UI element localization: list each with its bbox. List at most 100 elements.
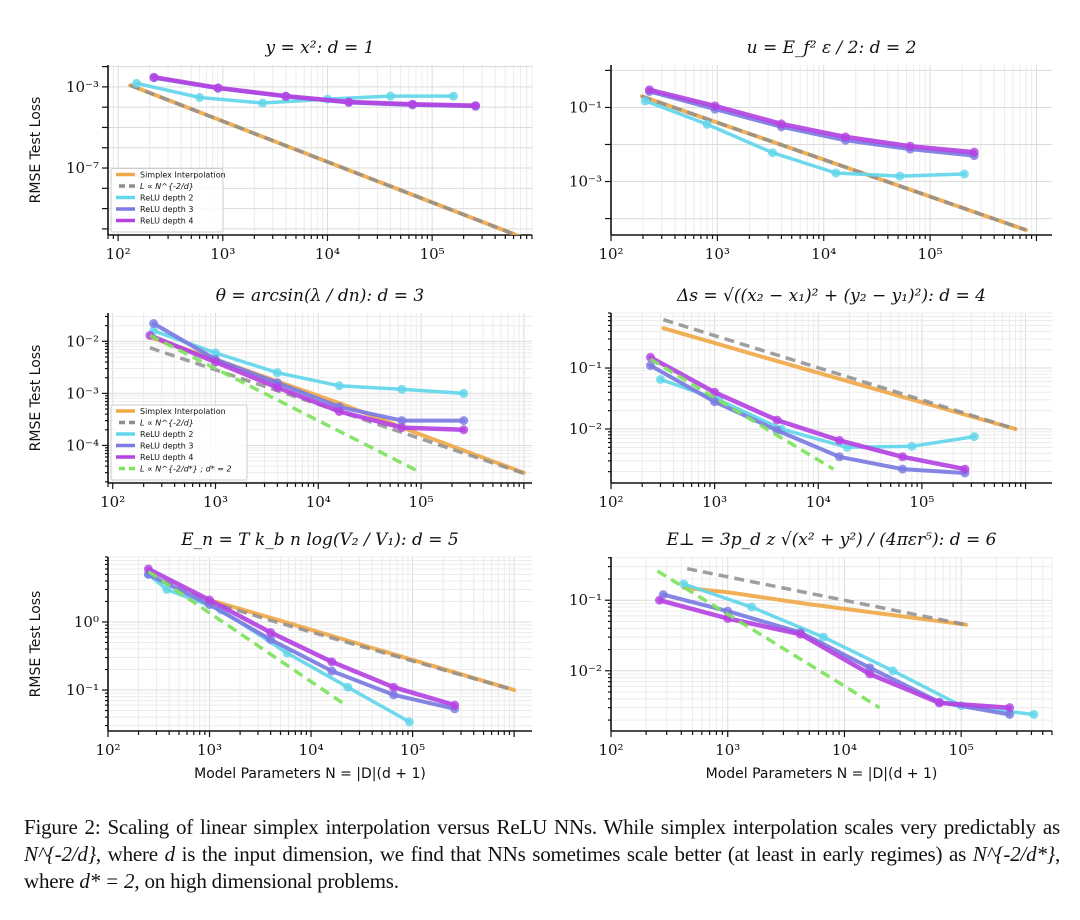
y-axis-label: RMSE Test Loss [28, 345, 44, 452]
series-line-powerlaw_dstar [149, 333, 422, 475]
series-group [654, 566, 1039, 719]
caption-math-1: N^{-2/d} [24, 842, 96, 866]
data-point-relu4 [408, 99, 418, 109]
data-point-relu4 [898, 452, 908, 462]
series-line-powerlaw_d [129, 83, 522, 235]
data-point-relu2 [448, 91, 458, 101]
data-point-relu4 [795, 629, 805, 639]
data-point-relu4 [205, 595, 215, 605]
panel-3: 10² 10³ 10⁴ 10⁵ 10⁻² 10⁻³ 10⁻⁴ θ = arcsin(λ / d… [28, 286, 532, 511]
panel-1: 10² 10³ 10⁴ 10⁵ 10⁻³ 10⁻⁷ y = x²: d = 1 RMSE Te… [28, 38, 533, 263]
data-point-relu2 [385, 91, 395, 101]
x-tick-label: 10³ [210, 245, 235, 263]
data-point-relu3 [149, 318, 159, 328]
data-point-relu2 [1029, 709, 1039, 719]
data-point-relu3 [389, 690, 399, 700]
data-point-relu4 [272, 382, 282, 392]
legend-label-relu4: ReLU depth 4 [140, 217, 194, 226]
legend-label-simplex: Simplex Interpolation [140, 407, 226, 416]
series-line-relu4 [648, 355, 968, 472]
x-tick-label: 10³ [715, 741, 740, 759]
series-line-powerlaw_d [641, 94, 1027, 232]
y-tick-label: 10⁻⁷ [66, 159, 99, 177]
series-line-relu2 [134, 81, 456, 105]
series-line-relu2 [151, 328, 466, 396]
x-tick-label: 10⁴ [299, 741, 324, 759]
legend-label-relu3: ReLU depth 3 [140, 205, 194, 214]
data-point-relu4 [266, 627, 276, 637]
x-tick-label: 10⁴ [315, 245, 340, 263]
data-point-relu2 [195, 92, 205, 102]
y-tick-label: 10⁻³ [569, 173, 602, 191]
data-point-relu4 [389, 682, 399, 692]
data-point-relu4 [960, 464, 970, 474]
series-line-simplex [207, 598, 517, 692]
x-tick-label: 10³ [197, 741, 222, 759]
x-axis-label: Model Parameters N = |D|(d + 1) [194, 766, 426, 782]
data-point-relu3 [1005, 709, 1015, 719]
x-tick-label: 10⁵ [409, 493, 434, 511]
data-point-relu2 [258, 98, 268, 108]
data-point-relu2 [397, 384, 407, 394]
data-point-relu3 [834, 452, 844, 462]
legend-label-powerlaw_d: L ∝ N^{-2/d} [140, 182, 194, 191]
y-tick-label: 10⁻³ [66, 384, 99, 402]
grid [610, 65, 1052, 235]
y-tick-label: 10⁻³ [66, 78, 99, 96]
caption-label: Figure 2: [24, 815, 101, 839]
series-line-powerlaw_d [662, 318, 1017, 431]
data-point-relu4 [905, 141, 915, 151]
data-point-relu2 [404, 717, 414, 727]
data-point-relu3 [397, 416, 407, 426]
y-tick-label: 10⁰ [74, 613, 99, 631]
series-line-relu4 [147, 333, 466, 433]
caption-text-1: Scaling of linear simplex interpolation … [107, 815, 1060, 839]
data-point-relu4 [327, 657, 337, 667]
legend-box [110, 404, 248, 481]
panel-title: y = x²: d = 1 [265, 38, 375, 58]
data-point-relu4 [471, 101, 481, 111]
x-tick-label: 10² [100, 493, 125, 511]
series-line-powerlaw_dstar [147, 570, 347, 707]
x-tick-label: 10⁵ [949, 741, 974, 759]
caption-math-2: d [164, 842, 176, 866]
data-point-relu4 [969, 147, 979, 157]
data-point-relu2 [272, 368, 282, 378]
series-line-relu3 [648, 363, 967, 475]
data-point-relu4 [644, 85, 654, 95]
x-tick-label: 10⁴ [306, 493, 331, 511]
series-group [143, 564, 517, 727]
data-point-relu3 [459, 416, 469, 426]
data-point-relu2 [768, 148, 778, 158]
data-point-relu4 [397, 423, 407, 433]
x-tick-label: 10² [598, 493, 623, 511]
legend-label-simplex: Simplex Interpolation [140, 171, 226, 180]
data-point-relu2 [132, 78, 142, 88]
data-point-relu4 [654, 595, 664, 605]
series-line-relu4 [151, 74, 478, 108]
data-point-relu2 [969, 432, 979, 442]
data-point-relu4 [1005, 703, 1015, 713]
data-point-relu4 [710, 101, 720, 111]
x-tick-label: 10² [598, 245, 623, 263]
figure-caption: Figure 2: Scaling of linear simplex inte… [24, 814, 1060, 895]
series-group [145, 318, 526, 476]
x-tick-label: 10² [106, 245, 131, 263]
x-tick-label: 10³ [203, 493, 228, 511]
series-line-simplex [661, 326, 1018, 431]
data-point-relu2 [679, 579, 689, 589]
series-line-powerlaw_dstar [656, 569, 881, 710]
x-tick-label: 10⁴ [806, 493, 831, 511]
legend: Simplex Interpolation L ∝ N^{-2/d} ReLU de… [110, 168, 226, 233]
data-point-relu3 [266, 635, 276, 645]
data-point-relu4 [334, 406, 344, 416]
series-line-relu3 [146, 572, 457, 711]
data-point-relu2 [747, 602, 757, 612]
figure-2: 10² 10³ 10⁴ 10⁵ 10⁻³ 10⁻⁷ y = x²: d = 1 RMSE Te… [28, 38, 1053, 782]
series-group [639, 85, 1029, 232]
data-point-relu2 [334, 381, 344, 391]
data-point-relu3 [710, 397, 720, 407]
legend-label-relu2: ReLU depth 2 [140, 194, 194, 203]
legend-label-powerlaw_dstar: L ∝ N^{-2/d*} ; d* = 2 [140, 465, 232, 474]
x-tick-label: 10⁵ [918, 245, 943, 263]
